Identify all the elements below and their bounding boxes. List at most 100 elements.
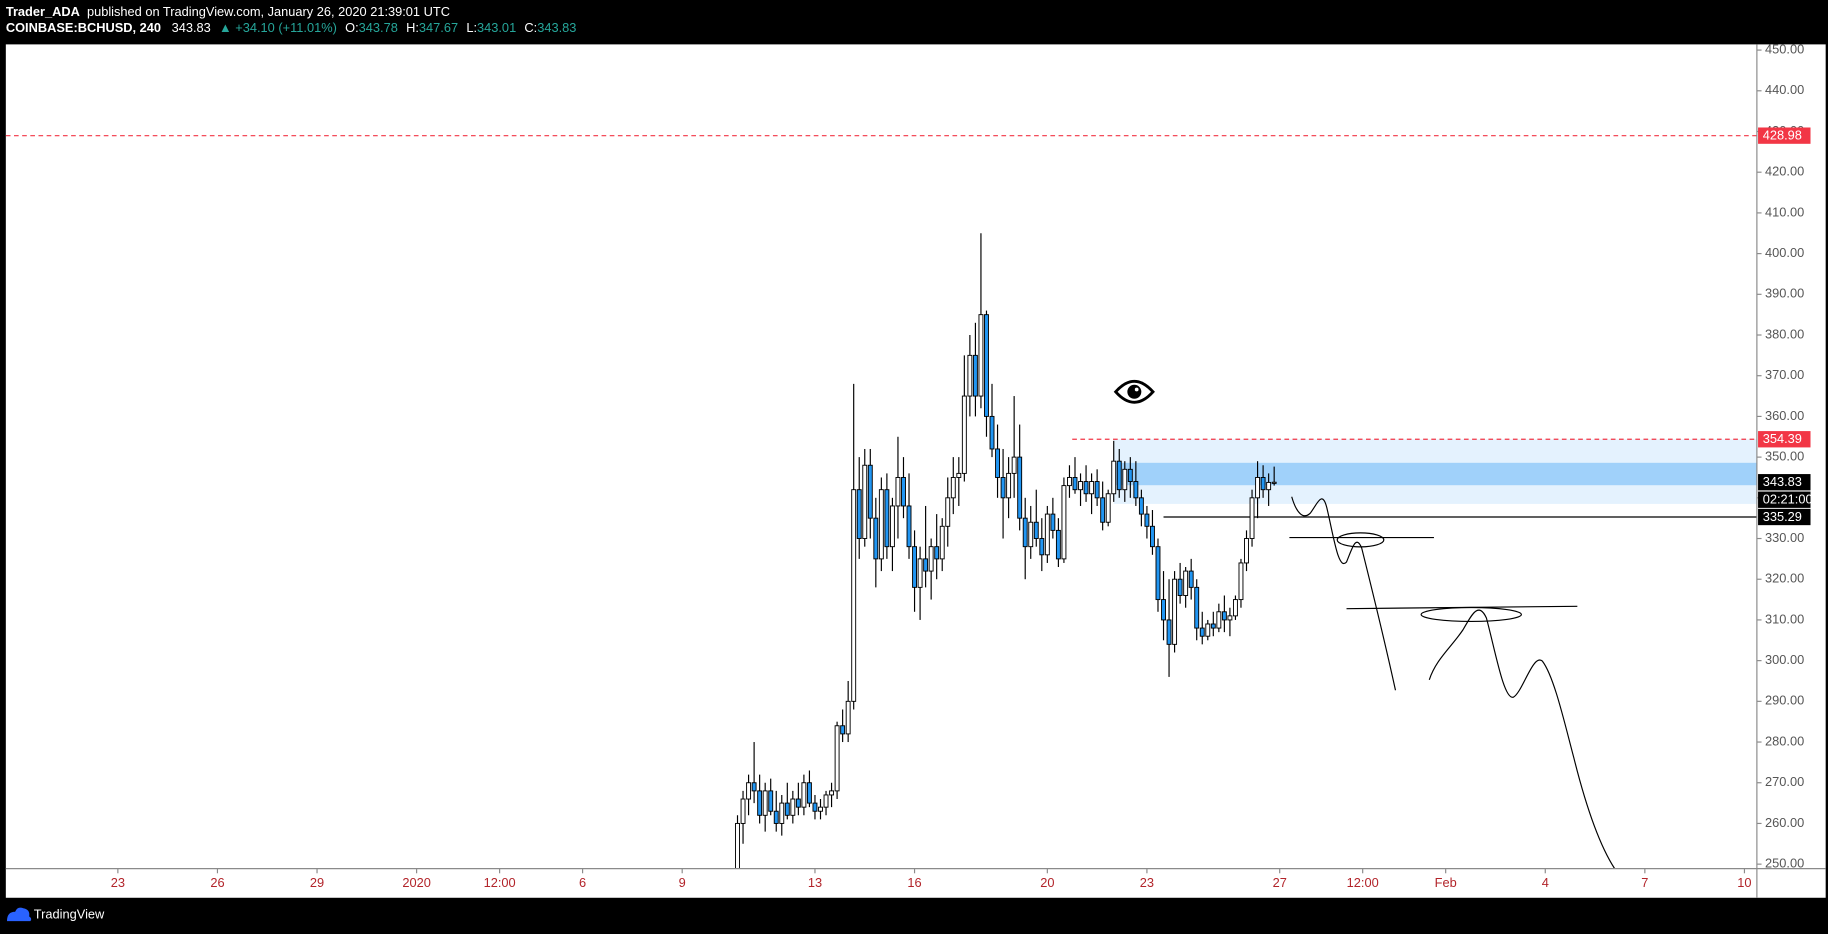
l-value: 343.01 [477, 21, 516, 36]
y-tick-label: 250.00 [1765, 856, 1804, 871]
sketch-path [1291, 496, 1397, 691]
y-tick-label: 400.00 [1765, 245, 1804, 260]
countdown-bg [1758, 491, 1811, 508]
candle-body [806, 782, 812, 804]
level-label: 428.98 [1763, 128, 1802, 143]
candle-body [1111, 460, 1117, 495]
candle-body [746, 782, 752, 800]
candle-body [923, 558, 929, 572]
last-price: 343.83 [172, 21, 211, 36]
candle-body [867, 464, 873, 519]
candle-body [1061, 485, 1067, 560]
candle-body [961, 395, 967, 474]
candle-body [873, 517, 879, 560]
candle-body [901, 477, 906, 507]
candle-body [1033, 521, 1039, 539]
candle-body [1172, 578, 1178, 645]
sketch-ellipse [1336, 532, 1385, 548]
candle-body [1006, 472, 1012, 499]
candle-body [945, 497, 951, 527]
candle-body [1183, 570, 1189, 596]
candle-body [895, 477, 901, 507]
candle-body [1216, 611, 1222, 629]
candle-body [1227, 615, 1233, 621]
plot [5, 135, 1757, 869]
candle-body [1100, 497, 1106, 523]
candle-body [1017, 456, 1023, 519]
y-tick-label: 320.00 [1765, 571, 1804, 586]
level-label-bg [1758, 431, 1811, 448]
x-tick-label: 2020 [402, 875, 431, 890]
candle-body [1072, 477, 1078, 491]
y-tick-label: 420.00 [1765, 164, 1804, 179]
y-tick-label: 450.00 [1765, 41, 1804, 56]
candle-body [917, 558, 923, 588]
x-tick-label: 26 [210, 875, 224, 890]
x-tick-label: 4 [1542, 875, 1549, 890]
candle-body [972, 354, 978, 397]
candle-body [829, 790, 835, 796]
candle-body [1166, 619, 1172, 645]
candle-body [1094, 481, 1100, 499]
candle-body [1150, 525, 1155, 548]
candle-body [1144, 513, 1150, 527]
x-tick-label: 12:00 [484, 875, 516, 890]
candle-body [1078, 481, 1083, 491]
o-value: 343.78 [359, 21, 398, 36]
candle-body [1244, 538, 1249, 564]
eye-icon [1113, 379, 1155, 404]
candle-body [823, 794, 829, 808]
candle-body [1022, 517, 1028, 548]
header-line: Trader_ADA published on TradingView.com,… [6, 4, 450, 19]
candle-body [790, 798, 796, 816]
candle-body [984, 314, 989, 417]
x-tick-label: 12:00 [1347, 875, 1379, 890]
y-tick-label: 330.00 [1765, 530, 1804, 545]
candle-body [928, 546, 934, 572]
symbol[interactable]: COINBASE:BCHUSD, 240 [6, 21, 161, 36]
candle-body [1000, 477, 1006, 499]
candle-body [740, 798, 746, 824]
candle-body [768, 790, 774, 812]
candle-body [1161, 599, 1166, 621]
l-label: L: [466, 21, 477, 36]
candle-body [818, 806, 823, 812]
candle-body [779, 802, 785, 824]
candle-body [978, 314, 984, 397]
x-tick-label: 6 [579, 875, 586, 890]
candle-body [912, 546, 918, 588]
c-value: 343.83 [537, 21, 576, 36]
candle-body [840, 725, 846, 735]
x-tick-label: Feb [1435, 875, 1457, 890]
candle-body [1083, 481, 1089, 495]
zone [1113, 439, 1757, 504]
published: published on TradingView.com, January 26… [87, 4, 450, 19]
o-label: O: [345, 21, 359, 36]
candle-body [1011, 456, 1017, 474]
candle-body [1221, 611, 1227, 621]
candle-body [1266, 481, 1272, 491]
candle-body [956, 472, 962, 478]
candle-body [1260, 477, 1266, 491]
candle-body [1133, 481, 1139, 499]
sketch-ellipse [1420, 606, 1522, 623]
y-tick-label: 390.00 [1765, 286, 1804, 301]
candle-body [1205, 623, 1211, 637]
x-tick-label: 20 [1040, 875, 1054, 890]
x-tick-label: 23 [1140, 875, 1154, 890]
x-tick-label: 9 [679, 875, 686, 890]
candle-body [856, 489, 862, 539]
candle-body [1028, 521, 1034, 548]
level-label-bg [1758, 127, 1811, 144]
candle-body [878, 489, 884, 560]
x-tick-label: 10 [1737, 875, 1751, 890]
candle-body [1105, 493, 1111, 523]
publisher[interactable]: Trader_ADA [6, 4, 80, 19]
y-tick-label: 260.00 [1765, 815, 1804, 830]
candle-body [1122, 468, 1128, 491]
last-price-label: 343.83 [1763, 474, 1802, 489]
axes: 250.00 260.00 270.00 280.00 290.00 300.00 310.… [111, 41, 1813, 890]
candle-body [995, 448, 1000, 478]
brand[interactable]: TradingView [34, 907, 105, 922]
